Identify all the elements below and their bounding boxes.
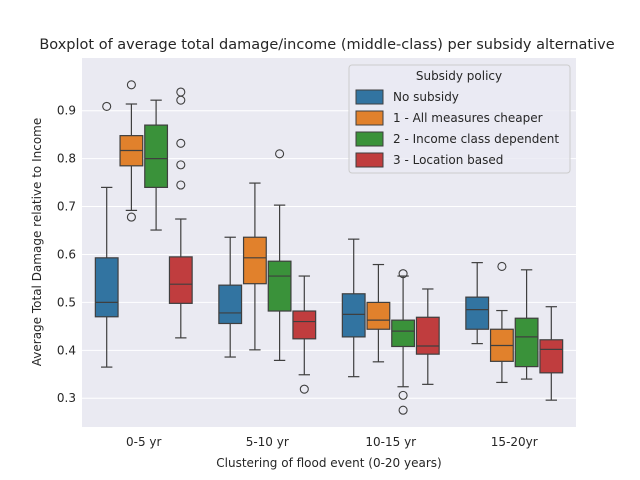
legend-swatch bbox=[355, 110, 384, 126]
box bbox=[539, 339, 564, 374]
x-tick-label: 10-15 yr bbox=[365, 435, 416, 449]
outlier-point bbox=[102, 101, 112, 111]
box-group bbox=[391, 269, 416, 415]
box bbox=[341, 293, 366, 338]
y-axis-ticks: 0.3 0.4 0.5 0.6 0.7 0.8 0.9 bbox=[57, 104, 76, 406]
box bbox=[514, 317, 539, 368]
y-tick-label: 0.4 bbox=[57, 343, 76, 357]
box bbox=[144, 124, 169, 188]
y-tick-label: 0.7 bbox=[57, 200, 76, 214]
outlier-point bbox=[126, 80, 136, 90]
x-tick-label: 5-10 yr bbox=[246, 435, 289, 449]
x-tick-label: 0-5 yr bbox=[126, 435, 162, 449]
outlier-point bbox=[176, 95, 186, 105]
y-tick-label: 0.5 bbox=[57, 295, 76, 309]
y-axis-label: Average Total Damage relative to Income bbox=[30, 118, 44, 366]
outlier-point bbox=[497, 261, 507, 272]
box bbox=[391, 319, 416, 348]
box-group bbox=[465, 262, 490, 345]
outlier-point bbox=[176, 160, 186, 170]
box bbox=[267, 260, 292, 312]
outlier-point bbox=[126, 212, 136, 222]
box bbox=[218, 284, 243, 325]
outlier-point bbox=[176, 138, 186, 148]
legend-swatch bbox=[355, 89, 384, 105]
x-axis-label: Clustering of flood event (0-20 years) bbox=[216, 456, 441, 470]
box-group bbox=[539, 306, 564, 401]
outlier-point bbox=[398, 405, 408, 415]
legend-title: Subsidy policy bbox=[416, 69, 502, 83]
box bbox=[94, 257, 119, 318]
box-group bbox=[341, 238, 366, 378]
outlier-point bbox=[299, 384, 309, 394]
y-tick-label: 0.9 bbox=[57, 104, 76, 118]
box-group bbox=[292, 275, 317, 394]
legend-label: 3 - Location based bbox=[393, 153, 503, 167]
box bbox=[292, 310, 317, 340]
outlier-point bbox=[398, 269, 408, 279]
y-tick-label: 0.3 bbox=[57, 391, 76, 405]
box bbox=[242, 236, 267, 285]
box bbox=[366, 301, 391, 330]
chart-title: Boxplot of average total damage/income (… bbox=[39, 37, 614, 53]
outlier-point bbox=[275, 149, 285, 159]
box-group bbox=[489, 261, 514, 384]
box bbox=[168, 256, 193, 304]
box-group bbox=[218, 236, 243, 358]
legend-label: No subsidy bbox=[393, 90, 459, 104]
box-group bbox=[168, 87, 193, 339]
boxes bbox=[94, 80, 564, 415]
legend-label: 2 - Income class dependent bbox=[393, 132, 559, 146]
legend-swatch bbox=[355, 131, 384, 147]
box-group bbox=[144, 99, 169, 231]
outlier-point bbox=[398, 390, 408, 400]
outlier-point bbox=[176, 180, 186, 190]
y-tick-label: 0.6 bbox=[57, 247, 76, 261]
box-group bbox=[94, 101, 119, 368]
x-tick-label: 15-20yr bbox=[491, 435, 538, 449]
box-group bbox=[366, 263, 391, 363]
box-group bbox=[119, 80, 144, 222]
y-tick-label: 0.8 bbox=[57, 152, 76, 166]
box-group bbox=[242, 182, 267, 351]
box-group bbox=[514, 269, 539, 380]
box-group bbox=[415, 288, 440, 385]
legend: Subsidy policy No subsidy 1 - All measure… bbox=[348, 64, 571, 174]
x-axis-ticks: 0-5 yr 5-10 yr 10-15 yr 15-20yr bbox=[126, 435, 538, 449]
legend-label: 1 - All measures cheaper bbox=[393, 111, 543, 125]
box-group bbox=[267, 149, 292, 361]
box bbox=[415, 316, 440, 355]
legend-frame bbox=[348, 64, 571, 174]
legend-swatch bbox=[355, 152, 384, 168]
box bbox=[465, 296, 490, 330]
